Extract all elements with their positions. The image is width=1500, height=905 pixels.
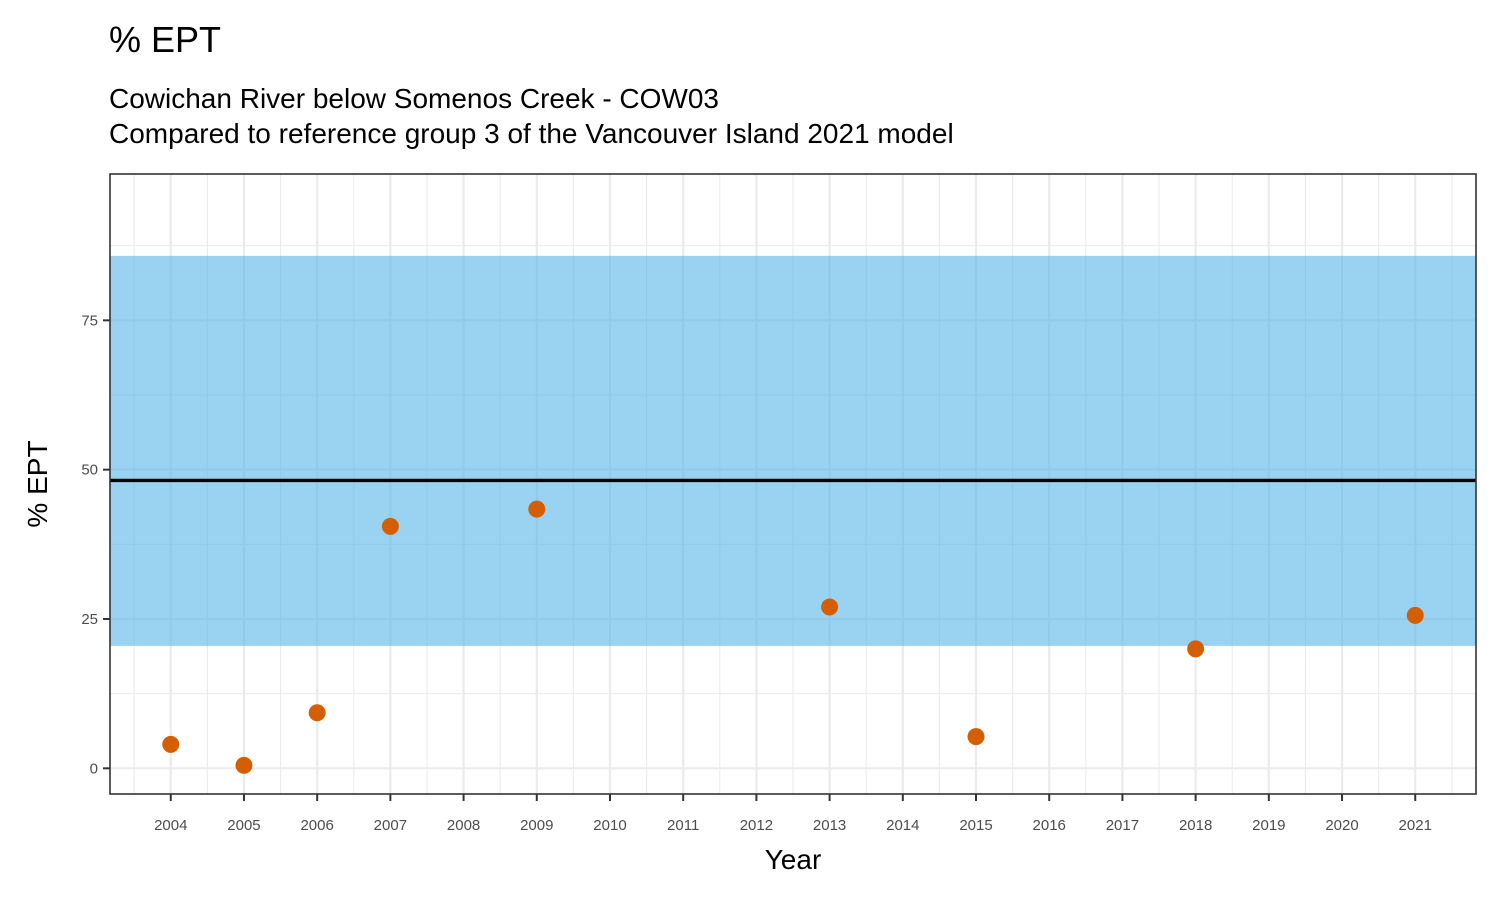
x-axis: 2004 2005 2006 2007 2008 2009 2010 2011 2012 2013…: [154, 794, 1432, 834]
x-tick-label: 2014: [886, 817, 919, 834]
data-point: [162, 735, 180, 753]
x-tick-label: 2018: [1179, 817, 1212, 834]
data-point: [1406, 606, 1424, 624]
x-tick-label: 2007: [374, 817, 407, 834]
data-point: [381, 517, 399, 535]
x-tick-label: 2009: [520, 817, 553, 834]
x-tick-label: 2005: [227, 817, 260, 834]
y-tick-label: 0: [90, 760, 98, 777]
data-point: [308, 704, 326, 722]
x-tick-label: 2008: [447, 817, 480, 834]
x-tick-label: 2017: [1106, 817, 1139, 834]
y-axis-title: % EPT: [22, 440, 53, 527]
data-point: [1187, 640, 1205, 658]
data-point: [821, 598, 839, 616]
x-tick-label: 2011: [667, 817, 699, 834]
x-tick-label: 2006: [300, 817, 333, 834]
x-tick-label: 2016: [1033, 817, 1066, 834]
x-tick-label: 2010: [593, 817, 626, 834]
y-tick-label: 25: [81, 611, 98, 628]
data-point: [967, 728, 985, 746]
chart-title: % EPT: [109, 19, 221, 60]
data-point: [528, 500, 546, 518]
x-tick-label: 2012: [740, 817, 773, 834]
y-tick-label: 50: [81, 462, 98, 479]
data-point: [235, 756, 253, 774]
x-tick-label: 2004: [154, 817, 187, 834]
y-axis: 0 25 50 75: [81, 312, 110, 777]
plot-panel-border: [109, 173, 1477, 795]
chart-subtitle-line-1: Cowichan River below Somenos Creek - COW…: [109, 83, 719, 114]
x-tick-label: 2019: [1252, 817, 1285, 834]
x-tick-label: 2021: [1399, 817, 1432, 834]
reference-band: [110, 255, 1476, 646]
x-tick-label: 2015: [959, 817, 992, 834]
x-tick-label: 2020: [1325, 817, 1358, 834]
y-tick-label: 75: [81, 312, 98, 329]
x-tick-label: 2013: [813, 817, 846, 834]
x-axis-title: Year: [765, 844, 822, 875]
reference-band-layer: [110, 255, 1476, 646]
chart-subtitle-line-2: Compared to reference group 3 of the Van…: [109, 118, 954, 149]
data-points: [162, 500, 1424, 774]
